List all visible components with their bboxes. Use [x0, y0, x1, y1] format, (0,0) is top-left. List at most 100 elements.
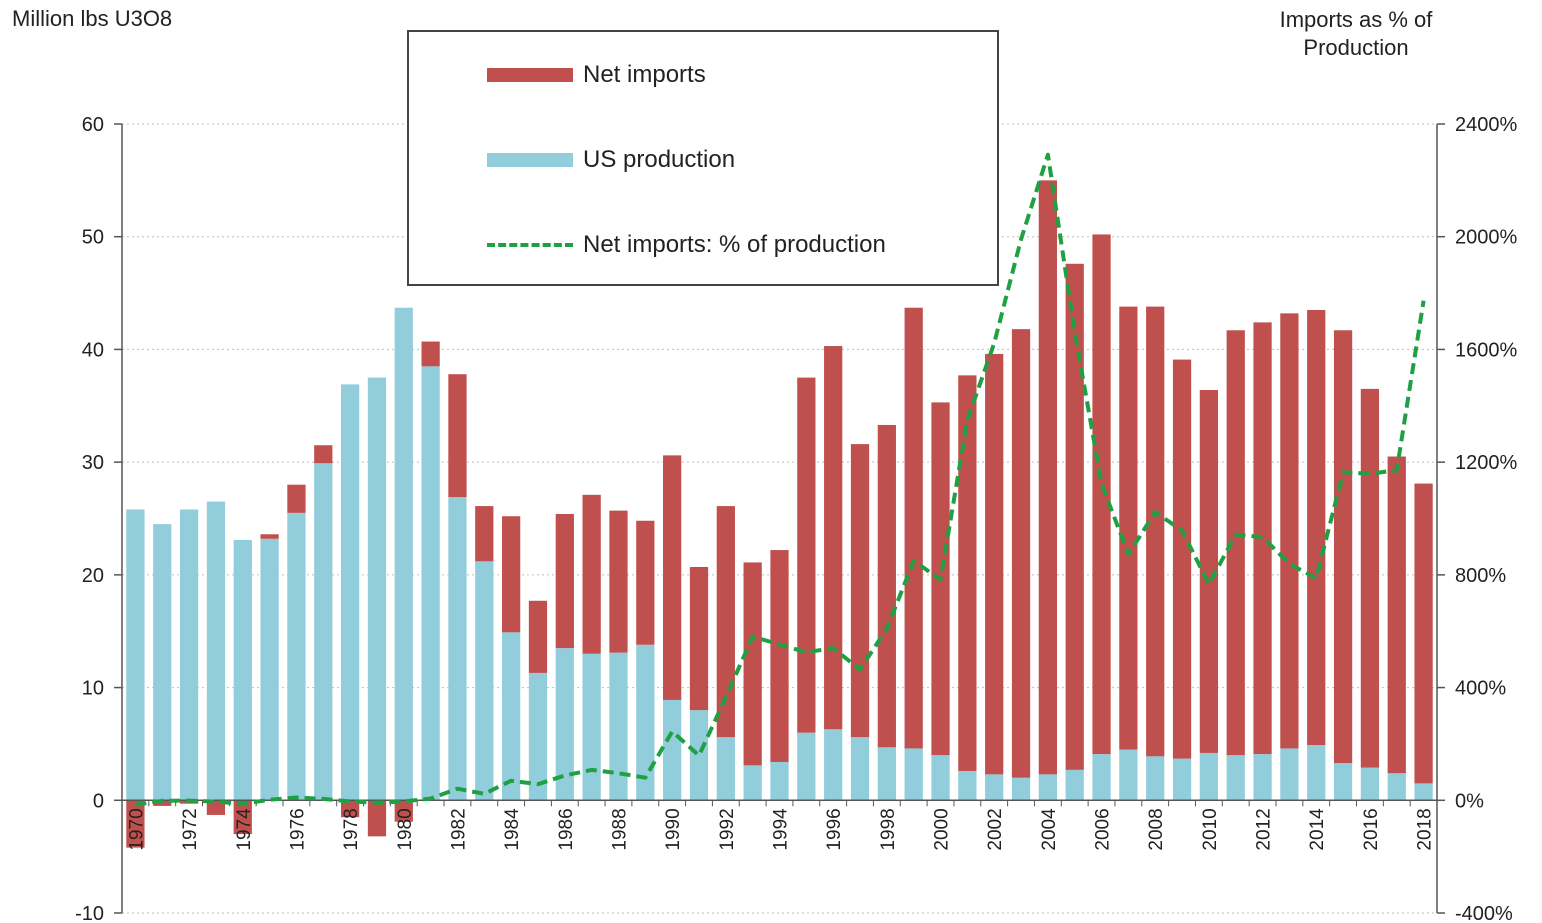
x-tick-label: 1996 [824, 808, 845, 850]
bar-us-production [716, 737, 735, 801]
x-tick-label: 1982 [448, 808, 469, 850]
bar-us-production [233, 539, 252, 801]
bar-us-production [1253, 754, 1272, 801]
x-tick-label: 2006 [1093, 808, 1114, 850]
tick-labels: -10 0 10 20 30 40 50 60 -400% 0% 400% 800% 1200% 1600… [75, 114, 1517, 923]
bar-net-imports [287, 484, 306, 513]
bar-us-production [582, 653, 601, 801]
legend-swatch-net-imports [487, 68, 573, 82]
bar-us-production [985, 774, 1004, 801]
bar-net-imports [502, 516, 521, 633]
legend-swatch-us-production [487, 153, 573, 167]
x-tick-label: 2002 [985, 808, 1006, 850]
bar-net-imports [824, 346, 843, 730]
bar-us-production [1199, 752, 1219, 801]
bars [126, 180, 1433, 848]
x-tick-label: 2004 [1039, 808, 1060, 851]
bar-us-production [797, 732, 816, 801]
bar-us-production [502, 632, 521, 801]
bar-us-production [1011, 777, 1031, 801]
bar-us-production [260, 538, 279, 801]
y-tick-label-right: 2400% [1455, 114, 1517, 136]
legend-item-imports-percent: Net imports: % of production [487, 230, 886, 260]
x-tick-label: 1978 [341, 808, 362, 850]
bar-us-production [394, 307, 413, 801]
y-tick-label-right: 2000% [1455, 227, 1517, 249]
x-tick-label: 2000 [932, 808, 953, 850]
y-axis-label-right: Imports as % of Production [1279, 7, 1433, 60]
bar-net-imports [850, 444, 870, 738]
bar-us-production [958, 770, 977, 801]
bar-us-production [287, 512, 306, 801]
bar-us-production [663, 699, 682, 801]
y-tick-label-left: -10 [75, 903, 104, 923]
y-tick-label-left: 60 [82, 114, 104, 136]
x-tick-label: 1980 [395, 808, 416, 850]
x-tick-label: 2014 [1307, 808, 1328, 851]
bar-net-imports [636, 520, 655, 645]
bar-us-production [1172, 758, 1192, 801]
bar-us-production [1414, 783, 1433, 801]
legend: Net imports US production Net imports: %… [407, 30, 999, 286]
bar-us-production [1092, 754, 1111, 801]
bar-us-production [367, 377, 387, 801]
bar-us-production [743, 765, 762, 801]
bar-net-imports [1172, 359, 1192, 759]
bar-us-production [770, 761, 789, 801]
line-net-imports-percent [135, 152, 1426, 807]
bar-net-imports [1307, 309, 1326, 746]
bar-us-production [609, 652, 628, 801]
y-tick-label-left: 20 [82, 565, 104, 587]
x-tick-label: 1972 [180, 808, 201, 850]
y-tick-label-right: 800% [1455, 565, 1506, 587]
bar-us-production [1333, 763, 1353, 801]
bar-net-imports [233, 800, 252, 835]
bar-net-imports [1199, 390, 1219, 753]
bar-net-imports [340, 800, 360, 818]
bar-us-production [126, 509, 145, 801]
legend-label-us-production: US production [583, 146, 736, 173]
y-axis-label-left: Million lbs U3O8 [12, 6, 173, 31]
bar-net-imports [1414, 483, 1433, 784]
legend-label-net-imports: Net imports [583, 61, 706, 88]
bar-us-production [1307, 745, 1326, 801]
y-tick-label-left: 40 [82, 339, 104, 361]
bar-net-imports [609, 510, 628, 653]
x-tick-label: 1988 [609, 808, 630, 850]
x-tick-label: 1970 [126, 808, 147, 850]
bar-us-production [1280, 748, 1299, 801]
y-tick-label-right: -400% [1455, 903, 1513, 923]
x-tick-label: 1986 [556, 808, 577, 850]
y-tick-label-right: 400% [1455, 678, 1506, 700]
bar-us-production [448, 497, 467, 801]
bar-us-production [555, 648, 574, 801]
x-tick-label: 2018 [1415, 808, 1436, 850]
bar-net-imports [1092, 234, 1111, 755]
bar-net-imports [716, 506, 735, 738]
y-tick-label-right: 1200% [1455, 452, 1517, 474]
x-tick-label: 2012 [1254, 808, 1275, 850]
x-tick-label: 2016 [1361, 808, 1382, 850]
bar-us-production [153, 524, 172, 801]
bar-net-imports [1038, 180, 1057, 775]
bar-net-imports [1387, 456, 1406, 774]
bar-net-imports [555, 513, 574, 649]
bar-net-imports [770, 550, 789, 762]
x-tick-label: 1992 [717, 808, 738, 850]
x-tick-label: 1998 [878, 808, 899, 850]
x-tick-label: 1976 [287, 808, 308, 850]
bar-us-production [1226, 755, 1245, 801]
x-tick-label: 2008 [1146, 808, 1167, 850]
bar-net-imports [582, 494, 601, 654]
y-tick-label-left: 0 [93, 790, 104, 812]
bar-us-production [179, 509, 199, 801]
bar-us-production [636, 644, 655, 801]
bar-net-imports [1226, 330, 1245, 756]
x-tick-label: 1974 [234, 808, 255, 851]
bar-net-imports [528, 600, 548, 673]
bar-net-imports [904, 307, 923, 749]
bar-us-production [340, 384, 360, 801]
bar-us-production [904, 748, 923, 801]
y-tick-label-right: 0% [1455, 790, 1484, 812]
